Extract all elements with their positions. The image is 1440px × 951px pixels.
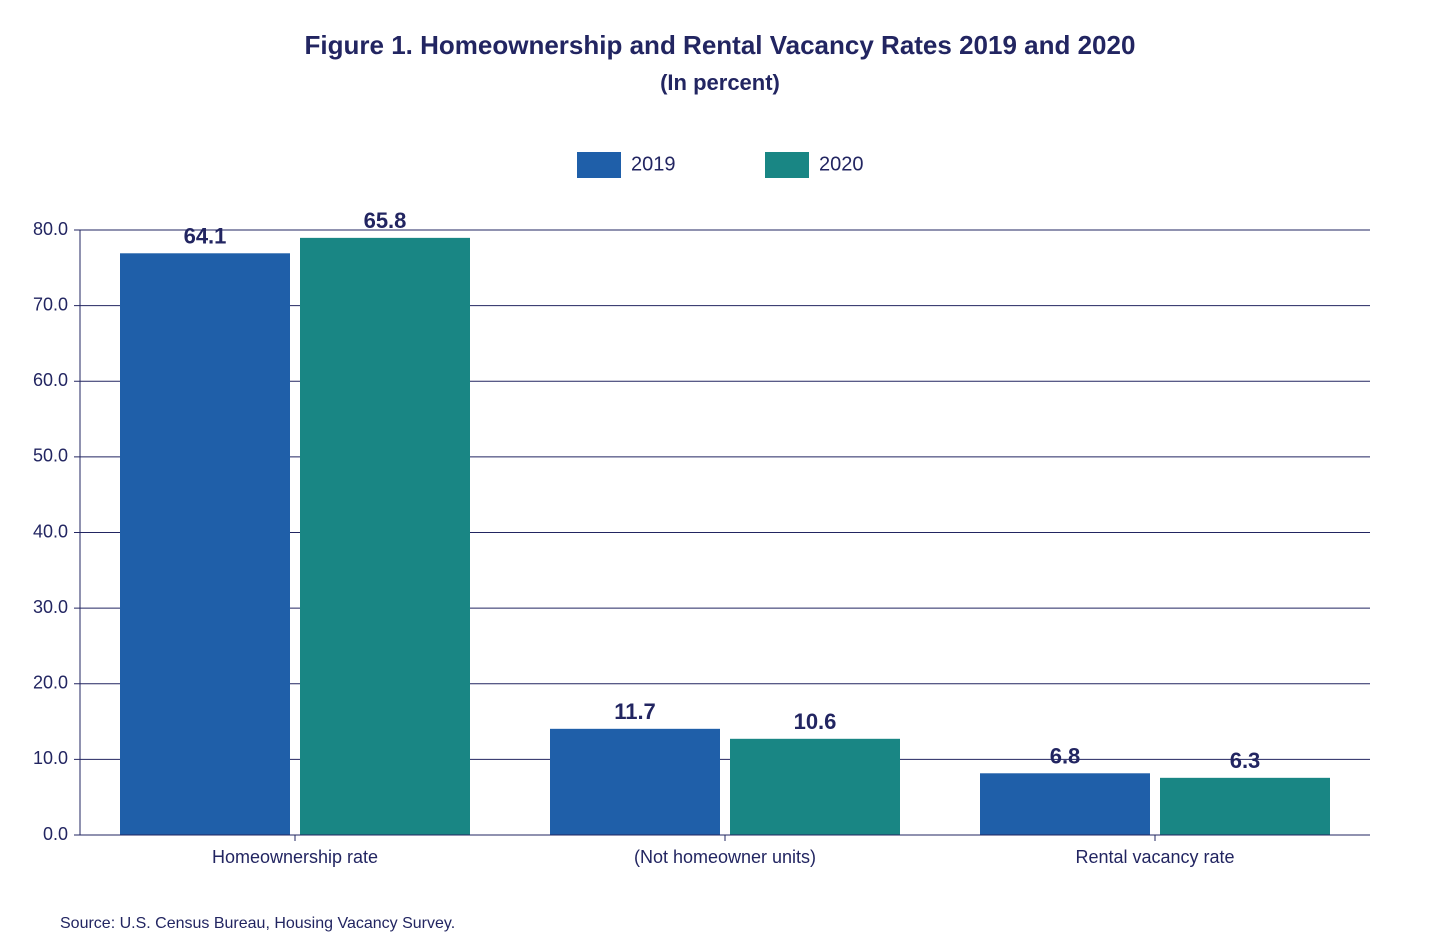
y-tick-label: 20.0 [33, 673, 68, 693]
x-tick-label: (Not homeowner units) [634, 847, 816, 867]
bar-2020 [1160, 778, 1330, 835]
bar-2019 [120, 253, 290, 835]
bar-value-label: 64.1 [184, 223, 227, 248]
chart-root: Figure 1. Homeownership and Rental Vacan… [0, 0, 1440, 951]
legend-swatch [577, 152, 621, 178]
legend-swatch [765, 152, 809, 178]
y-tick-label: 0.0 [43, 824, 68, 844]
bar-value-label: 6.3 [1230, 748, 1261, 773]
legend-label: 2020 [819, 153, 864, 175]
bar-value-label: 6.8 [1050, 743, 1081, 768]
y-tick-label: 30.0 [33, 597, 68, 617]
chart-svg: 0.0 10.0 20.0 30.0 40.0 50.0 60.0 70.0 80.0 64.1 6… [0, 0, 1440, 951]
chart-title: Figure 1. Homeownership and Rental Vacan… [0, 30, 1440, 61]
y-tick-label: 10.0 [33, 748, 68, 768]
x-tick-label: Rental vacancy rate [1075, 847, 1234, 867]
y-tick-label: 50.0 [33, 446, 68, 466]
x-tick-label: Homeownership rate [212, 847, 378, 867]
legend-label: 2019 [631, 153, 676, 175]
bar-2019 [980, 773, 1150, 835]
y-tick-label: 60.0 [33, 370, 68, 390]
y-tick-label: 70.0 [33, 294, 68, 314]
bar-2019 [550, 729, 720, 835]
bar-2020 [300, 238, 470, 835]
chart-source: Source: U.S. Census Bureau, Housing Vaca… [60, 915, 455, 933]
chart-subtitle: (In percent) [0, 70, 1440, 96]
bar-2020 [730, 739, 900, 835]
y-tick-label: 80.0 [33, 219, 68, 239]
bar-value-label: 10.6 [794, 709, 837, 734]
bar-value-label: 65.8 [364, 208, 407, 233]
y-tick-label: 40.0 [33, 521, 68, 541]
bar-value-label: 11.7 [614, 699, 656, 724]
